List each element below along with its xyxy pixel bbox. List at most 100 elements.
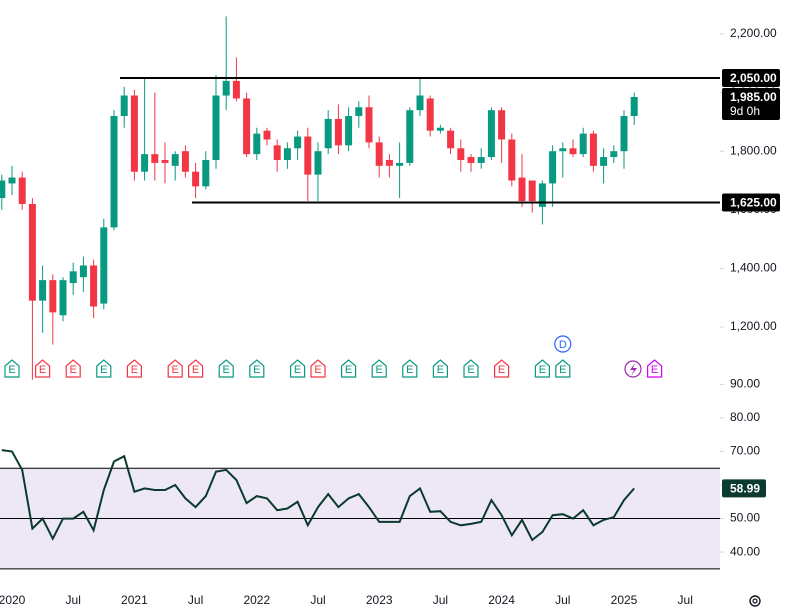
x-tick-label: 2025 xyxy=(611,593,638,607)
candle-body xyxy=(385,159,393,166)
candle-body xyxy=(161,159,169,163)
candle-body xyxy=(28,203,36,301)
candle-body xyxy=(253,133,261,155)
event-label: E xyxy=(314,364,321,376)
x-tick-label: 2022 xyxy=(243,593,270,607)
candle-body xyxy=(314,151,322,175)
candle-body xyxy=(569,148,577,155)
event-label: E xyxy=(253,364,260,376)
y-tick-label: 80.00 xyxy=(730,410,760,424)
x-tick-label: Jul xyxy=(433,593,448,607)
event-label: E xyxy=(539,364,546,376)
candle-body xyxy=(487,110,495,158)
candle-body xyxy=(559,148,567,152)
y-tick-label: 1,800.00 xyxy=(730,143,777,157)
countdown-label: 9d 0h xyxy=(730,104,760,118)
event-label: E xyxy=(498,364,505,376)
candle-body xyxy=(447,130,455,149)
earnings-badge xyxy=(494,359,510,378)
event-label: E xyxy=(8,364,15,376)
x-tick-label: 2020 xyxy=(0,593,26,607)
candle-body xyxy=(304,136,312,175)
earnings-badge xyxy=(647,359,663,378)
candle-body xyxy=(508,139,516,181)
candle-body xyxy=(212,95,220,160)
candle-body xyxy=(345,116,353,146)
candle-body xyxy=(222,80,230,96)
x-tick-label: 2021 xyxy=(121,593,148,607)
candle-body xyxy=(334,118,342,146)
candle-body xyxy=(416,95,424,111)
candle-body xyxy=(263,130,271,140)
earnings-badge xyxy=(126,359,142,378)
flash-glyph xyxy=(630,363,637,376)
earnings-badge xyxy=(310,359,326,378)
candle-body xyxy=(498,110,506,140)
event-label: E xyxy=(172,364,179,376)
event-label: D xyxy=(559,339,567,351)
x-tick-label: Jul xyxy=(188,593,203,607)
y-tick-label: 90.00 xyxy=(730,377,760,391)
event-label: E xyxy=(651,364,658,376)
candle-body xyxy=(549,151,557,184)
x-tick-label: Jul xyxy=(678,593,693,607)
candle-body xyxy=(90,265,98,307)
candle-body xyxy=(273,145,281,160)
earnings-badge xyxy=(555,359,571,378)
x-tick-label: Jul xyxy=(555,593,570,607)
earnings-badge xyxy=(218,359,234,378)
event-label: E xyxy=(437,364,444,376)
dividend-badge xyxy=(554,335,572,353)
event-label: E xyxy=(70,364,77,376)
candle-body xyxy=(59,280,67,316)
event-label: E xyxy=(345,364,352,376)
y-tick-label: 1,400.00 xyxy=(730,261,777,275)
candle-body xyxy=(8,177,16,184)
candle-body xyxy=(375,142,383,166)
candle-body xyxy=(69,271,77,284)
candle-body xyxy=(110,116,118,228)
candle-body xyxy=(630,96,638,117)
earnings-badge xyxy=(290,359,306,378)
candle-body xyxy=(589,133,597,166)
settings-icon[interactable] xyxy=(749,595,761,607)
candle-body xyxy=(518,177,526,202)
candle-body xyxy=(365,107,373,143)
earnings-badge xyxy=(65,359,81,378)
event-label: E xyxy=(467,364,474,376)
candle-body xyxy=(120,95,128,117)
candle-body xyxy=(457,148,465,160)
earnings-badge xyxy=(4,359,20,378)
plot-layer: E E E E E E E E E E E E E E E E E E E E D xyxy=(0,16,720,542)
candle-body xyxy=(0,180,6,199)
earnings-badge xyxy=(371,359,387,378)
last-price-label: 1,985.00 xyxy=(730,90,777,104)
x-tick-label: Jul xyxy=(66,593,81,607)
earnings-badge xyxy=(402,359,418,378)
gear-inner xyxy=(752,598,758,604)
candle-body xyxy=(477,157,485,163)
candle-body xyxy=(283,148,291,160)
candle-body xyxy=(141,154,149,172)
candle-body xyxy=(79,265,87,278)
event-label: E xyxy=(192,364,199,376)
y-tick-label: 50.00 xyxy=(730,511,760,525)
earnings-badge xyxy=(35,359,51,378)
candle-body xyxy=(192,171,200,187)
candle-body xyxy=(538,183,546,207)
y-tick-label: 40.00 xyxy=(730,544,760,558)
candle-body xyxy=(294,136,302,149)
candle-body xyxy=(100,227,108,304)
x-tick-label: Jul xyxy=(310,593,325,607)
event-label: E xyxy=(131,364,138,376)
candle-body xyxy=(406,110,414,163)
background-layer xyxy=(0,467,720,570)
y-tick-label: 2,200.00 xyxy=(730,26,777,40)
level-label-box xyxy=(722,193,780,212)
last-price-box xyxy=(722,87,780,120)
earnings-badge xyxy=(96,359,112,378)
candle-body xyxy=(467,157,475,163)
candle-body xyxy=(202,159,210,187)
earnings-badge xyxy=(167,359,183,378)
